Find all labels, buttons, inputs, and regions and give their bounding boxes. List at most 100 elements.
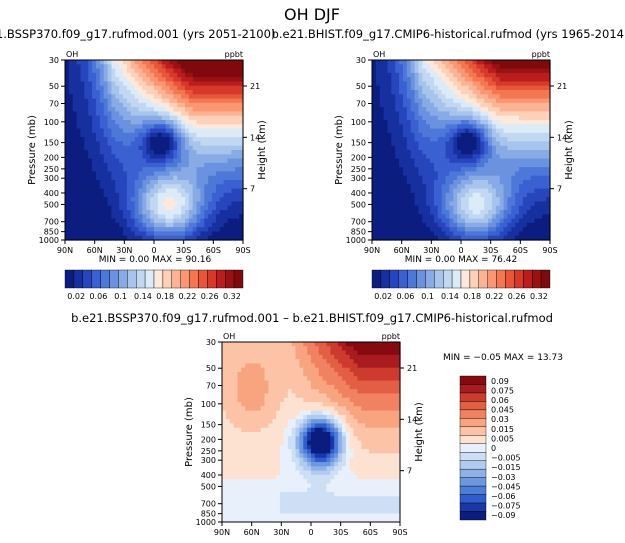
field-cell (522, 192, 528, 198)
field-cell (80, 128, 85, 134)
field-cell (480, 81, 485, 87)
field-cell (383, 192, 389, 198)
field-cell (380, 350, 386, 356)
field-cell (181, 210, 186, 215)
field-cell (72, 145, 78, 151)
field-cell (457, 115, 462, 121)
field-cell (422, 90, 427, 95)
field-cell (511, 72, 516, 78)
field-cell (215, 205, 221, 211)
field-cell (426, 132, 431, 138)
field-cell (235, 167, 240, 173)
field-cell (418, 154, 423, 160)
field-cell (115, 150, 120, 155)
field-cell (402, 235, 408, 241)
field-cell (395, 210, 400, 215)
field-cell (161, 81, 167, 87)
field-cell (111, 227, 116, 233)
field-cell (233, 406, 239, 412)
field-cell (395, 132, 400, 138)
field-cell (138, 60, 143, 65)
field-cell (353, 389, 359, 395)
field-cell (307, 397, 312, 403)
field-cell (245, 354, 250, 360)
field-cell (192, 222, 198, 228)
field-cell (372, 427, 378, 433)
field-cell (375, 64, 381, 70)
field-cell (519, 180, 524, 185)
field-cell (215, 227, 221, 233)
field-cell (154, 205, 159, 211)
field-cell (353, 367, 359, 373)
field-cell (365, 419, 370, 425)
field-cell (111, 137, 116, 143)
field-cell (357, 427, 362, 433)
field-cell (519, 158, 524, 164)
field-cell (115, 205, 120, 211)
field-cell (433, 128, 439, 134)
field-cell (511, 98, 516, 104)
field-cell (503, 158, 509, 164)
field-cell (464, 201, 470, 207)
field-cell (181, 85, 186, 91)
field-cell (80, 192, 85, 198)
field-cell (119, 68, 124, 74)
field-cell (181, 171, 186, 177)
field-cell (231, 162, 236, 168)
field-cell (410, 77, 416, 83)
field-cell (375, 94, 381, 100)
field-cell (433, 98, 439, 104)
field-cell (522, 124, 528, 130)
field-cell (142, 120, 147, 125)
field-cell (119, 107, 124, 113)
field-cell (418, 137, 423, 143)
field-cell (546, 98, 551, 104)
field-cell (345, 393, 351, 399)
field-cell (146, 227, 151, 233)
field-cell (204, 175, 209, 181)
field-cell (530, 197, 536, 203)
field-cell (406, 201, 412, 207)
field-cell (372, 214, 377, 220)
field-cell (418, 231, 423, 237)
field-cell (441, 115, 447, 121)
field-cell (295, 346, 300, 352)
field-cell (196, 150, 202, 155)
field-cell (379, 184, 385, 190)
field-cell (464, 141, 470, 147)
field-cell (406, 81, 412, 87)
field-cell (476, 102, 481, 108)
field-cell (546, 60, 551, 65)
field-cell (383, 64, 389, 70)
field-cell (511, 188, 516, 194)
field-cell (387, 90, 392, 95)
field-cell (484, 192, 489, 198)
field-cell (231, 90, 236, 95)
field-cell (388, 393, 393, 399)
field-cell (222, 363, 227, 369)
field-cell (376, 363, 382, 369)
field-cell (392, 406, 397, 412)
field-cell (488, 197, 493, 203)
field-cell (430, 77, 435, 83)
field-cell (303, 414, 308, 420)
field-cell (433, 90, 439, 95)
field-cell (402, 60, 408, 65)
field-cell (111, 128, 116, 134)
field-cell (472, 111, 478, 117)
field-cell (365, 389, 370, 395)
field-cell (103, 120, 109, 125)
field-cell (233, 432, 239, 437)
field-cell (84, 162, 89, 168)
field-cell (154, 184, 159, 190)
field-cell (84, 214, 89, 220)
field-cell (192, 192, 198, 198)
field-cell (495, 132, 501, 138)
field-cell (235, 124, 240, 130)
field-cell (161, 214, 167, 220)
field-cell (396, 432, 401, 437)
field-cell (402, 90, 408, 95)
field-cell (530, 162, 536, 168)
field-cell (130, 154, 136, 160)
field-cell (299, 410, 304, 416)
